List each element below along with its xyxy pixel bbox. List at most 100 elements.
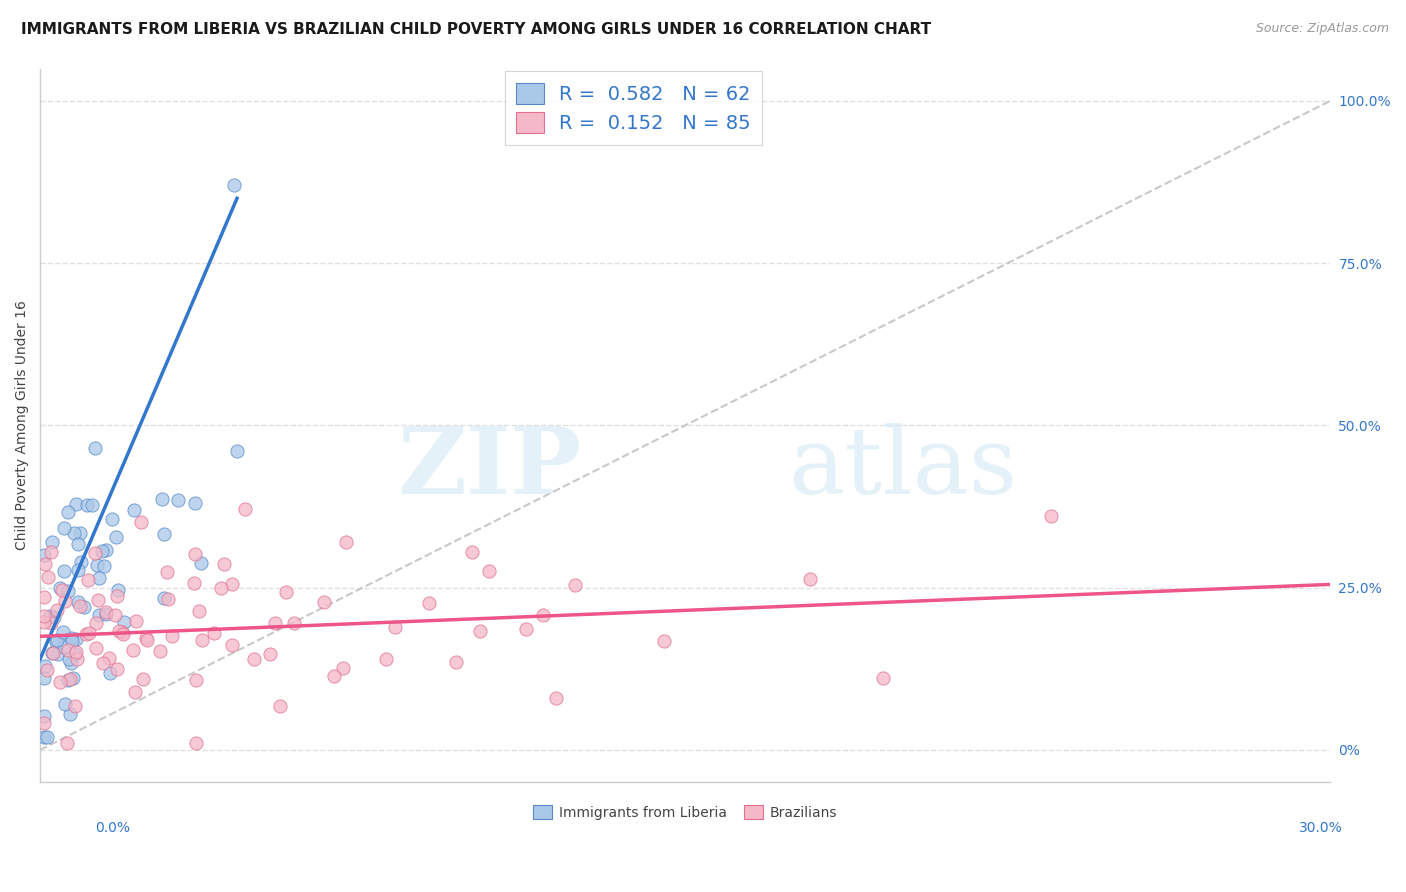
Point <box>34 730 56 744</box>
Point <box>135 632 157 647</box>
Point <box>35 663 58 677</box>
Point <box>209 582 232 596</box>
Point <box>34 715 56 730</box>
Point <box>107 583 129 598</box>
Point <box>153 591 176 606</box>
Point <box>105 589 128 603</box>
Point <box>1039 509 1062 524</box>
Point <box>34 659 56 673</box>
Point <box>384 620 406 634</box>
Point <box>53 593 76 607</box>
Point <box>190 556 212 570</box>
Text: 30.0%: 30.0% <box>1299 821 1343 835</box>
Point <box>112 627 135 641</box>
Point <box>149 643 172 657</box>
Point <box>84 641 107 656</box>
Point <box>34 548 56 562</box>
Point <box>63 699 86 714</box>
Point <box>39 609 62 624</box>
Point <box>799 572 821 586</box>
Point <box>83 546 105 560</box>
Point <box>233 502 256 516</box>
Point <box>51 582 73 597</box>
Point <box>156 565 179 579</box>
Point <box>335 535 357 549</box>
Point <box>60 657 83 671</box>
Point <box>100 512 122 526</box>
Point <box>69 526 91 541</box>
Text: Source: ZipAtlas.com: Source: ZipAtlas.com <box>1256 22 1389 36</box>
Point <box>122 643 145 657</box>
Point <box>84 441 107 455</box>
Point <box>105 662 128 676</box>
Point <box>184 496 207 510</box>
Point <box>46 647 69 661</box>
Point <box>184 547 207 561</box>
Point <box>70 555 93 569</box>
Point <box>66 652 89 666</box>
Point <box>48 675 70 690</box>
Point <box>125 614 148 628</box>
Point <box>283 615 305 630</box>
Point <box>56 643 79 657</box>
Point <box>135 631 157 645</box>
Point <box>58 584 80 599</box>
Point <box>39 545 62 559</box>
Point <box>94 607 117 621</box>
Point <box>184 673 207 687</box>
Point <box>67 536 90 550</box>
Point <box>418 596 440 610</box>
Text: IMMIGRANTS FROM LIBERIA VS BRAZILIAN CHILD POVERTY AMONG GIRLS UNDER 16 CORRELAT: IMMIGRANTS FROM LIBERIA VS BRAZILIAN CHI… <box>21 22 931 37</box>
Point <box>375 652 398 666</box>
Point <box>90 544 112 558</box>
Point <box>69 599 91 613</box>
Legend: Immigrants from Liberia, Brazilians: Immigrants from Liberia, Brazilians <box>527 799 844 825</box>
Point <box>77 626 100 640</box>
Point <box>332 661 354 675</box>
Point <box>37 570 59 584</box>
Point <box>41 615 63 630</box>
Point <box>76 498 98 512</box>
Point <box>104 608 127 623</box>
Y-axis label: Child Poverty Among Girls Under 16: Child Poverty Among Girls Under 16 <box>15 301 30 550</box>
Point <box>872 671 894 685</box>
Point <box>269 698 291 713</box>
Point <box>191 632 214 647</box>
Point <box>157 591 180 606</box>
Point <box>75 627 97 641</box>
Point <box>89 571 111 585</box>
Point <box>67 563 90 577</box>
Point <box>183 576 205 591</box>
Point <box>654 633 676 648</box>
Point <box>84 615 107 630</box>
Point <box>62 671 84 685</box>
Point <box>153 527 176 541</box>
Point <box>52 521 75 535</box>
Point <box>58 652 80 666</box>
Point <box>259 647 281 661</box>
Point <box>108 624 131 638</box>
Point <box>93 558 115 573</box>
Point <box>221 577 243 591</box>
Point <box>98 651 121 665</box>
Point <box>59 707 82 722</box>
Point <box>531 607 554 622</box>
Point <box>80 498 103 512</box>
Point <box>52 625 75 640</box>
Point <box>96 543 118 558</box>
Point <box>276 585 298 599</box>
Point <box>41 646 63 660</box>
Point <box>45 632 67 647</box>
Point <box>65 632 87 646</box>
Point <box>312 595 335 609</box>
Point <box>124 685 146 699</box>
Point <box>42 646 65 660</box>
Point <box>132 673 155 687</box>
Point <box>53 640 76 654</box>
Text: atlas: atlas <box>789 424 1018 513</box>
Point <box>73 600 96 615</box>
Point <box>564 577 586 591</box>
Point <box>478 565 501 579</box>
Point <box>184 736 207 750</box>
Point <box>202 626 225 640</box>
